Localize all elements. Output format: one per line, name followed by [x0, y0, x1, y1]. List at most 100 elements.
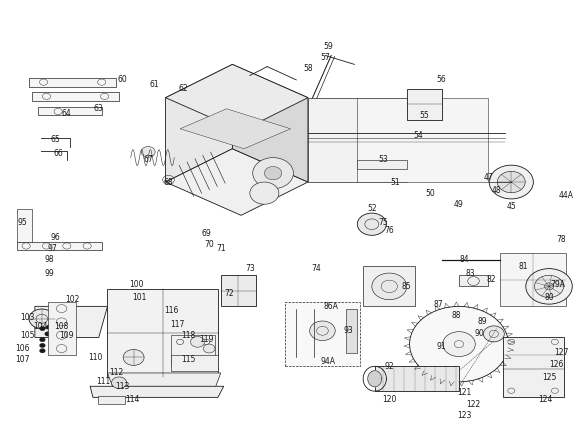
Circle shape: [40, 337, 45, 342]
Text: 104: 104: [34, 322, 48, 331]
Text: 52: 52: [367, 204, 376, 213]
Polygon shape: [357, 98, 488, 182]
Text: 126: 126: [550, 360, 564, 369]
Text: 50: 50: [425, 189, 435, 198]
Text: 79A: 79A: [550, 280, 565, 289]
Polygon shape: [221, 275, 256, 306]
Text: 113: 113: [115, 382, 129, 391]
Text: 54: 54: [414, 131, 423, 140]
Text: 124: 124: [538, 395, 552, 404]
Text: 63: 63: [94, 104, 103, 113]
Polygon shape: [17, 209, 32, 242]
Circle shape: [29, 309, 55, 329]
Text: 83: 83: [466, 269, 475, 278]
Text: 112: 112: [109, 369, 123, 377]
Text: 101: 101: [132, 293, 146, 302]
Text: 58: 58: [303, 64, 313, 73]
Text: 71: 71: [216, 244, 225, 253]
Text: 51: 51: [390, 178, 400, 186]
Text: 53: 53: [379, 155, 388, 164]
Polygon shape: [500, 253, 566, 306]
Text: 102: 102: [66, 295, 80, 304]
Text: 85: 85: [402, 282, 411, 291]
Text: 47: 47: [483, 173, 493, 182]
Circle shape: [250, 182, 279, 204]
Text: 81: 81: [518, 262, 528, 271]
Text: 121: 121: [458, 388, 472, 397]
Text: 106: 106: [15, 344, 29, 353]
Circle shape: [191, 337, 205, 347]
Circle shape: [497, 171, 525, 193]
Text: 68: 68: [164, 178, 173, 186]
Circle shape: [112, 377, 127, 388]
Text: 125: 125: [542, 373, 556, 382]
Text: 72: 72: [225, 289, 234, 297]
Polygon shape: [368, 371, 382, 387]
Text: 123: 123: [458, 411, 472, 420]
Text: 118: 118: [182, 331, 196, 340]
Text: 111: 111: [96, 377, 110, 386]
Circle shape: [526, 269, 572, 304]
Text: 99: 99: [45, 269, 54, 278]
Polygon shape: [166, 64, 232, 182]
Polygon shape: [166, 64, 308, 131]
Polygon shape: [35, 306, 107, 337]
Text: 100: 100: [130, 280, 144, 289]
Polygon shape: [17, 242, 102, 250]
Text: 114: 114: [125, 395, 139, 404]
Text: 67: 67: [144, 155, 153, 164]
Polygon shape: [363, 266, 415, 306]
Polygon shape: [98, 396, 125, 404]
Text: 66: 66: [53, 149, 63, 158]
Text: 56: 56: [437, 75, 446, 84]
Polygon shape: [48, 302, 76, 355]
Polygon shape: [171, 335, 215, 366]
Polygon shape: [38, 107, 102, 115]
Text: 49: 49: [454, 200, 464, 209]
Text: 70: 70: [205, 240, 214, 249]
Text: 120: 120: [382, 395, 396, 404]
Circle shape: [264, 166, 282, 180]
Text: 95: 95: [17, 218, 27, 226]
Circle shape: [310, 321, 335, 341]
Polygon shape: [503, 337, 564, 397]
Circle shape: [388, 274, 414, 294]
Text: 75: 75: [379, 218, 388, 226]
Polygon shape: [232, 64, 308, 182]
Polygon shape: [285, 302, 360, 366]
Text: 109: 109: [60, 331, 74, 340]
Text: 90: 90: [475, 329, 484, 337]
Circle shape: [357, 213, 386, 235]
Polygon shape: [346, 309, 357, 353]
Text: 80: 80: [544, 293, 554, 302]
Polygon shape: [180, 109, 290, 149]
Text: 45: 45: [507, 202, 516, 211]
Text: 73: 73: [245, 264, 254, 273]
Text: 103: 103: [21, 313, 35, 322]
Polygon shape: [357, 160, 407, 169]
Text: 59: 59: [324, 42, 333, 51]
Text: 87: 87: [434, 300, 443, 309]
Polygon shape: [107, 373, 221, 388]
Circle shape: [203, 344, 215, 353]
Text: 84: 84: [460, 255, 469, 264]
Circle shape: [141, 147, 155, 157]
Text: 64: 64: [62, 109, 71, 118]
Text: 48: 48: [492, 186, 501, 195]
Text: 122: 122: [467, 400, 480, 408]
Polygon shape: [407, 89, 442, 120]
Text: 88: 88: [451, 311, 461, 320]
Text: 57: 57: [321, 53, 330, 62]
Polygon shape: [171, 355, 218, 371]
Circle shape: [443, 332, 475, 357]
Polygon shape: [90, 386, 224, 397]
Text: 127: 127: [555, 349, 569, 357]
Text: 94A: 94A: [321, 357, 336, 366]
Text: 96: 96: [51, 233, 60, 242]
Circle shape: [489, 165, 533, 199]
Circle shape: [123, 349, 144, 365]
Circle shape: [253, 158, 293, 189]
Text: 93: 93: [344, 326, 353, 335]
Text: 82: 82: [486, 275, 496, 284]
Text: 116: 116: [164, 306, 178, 315]
